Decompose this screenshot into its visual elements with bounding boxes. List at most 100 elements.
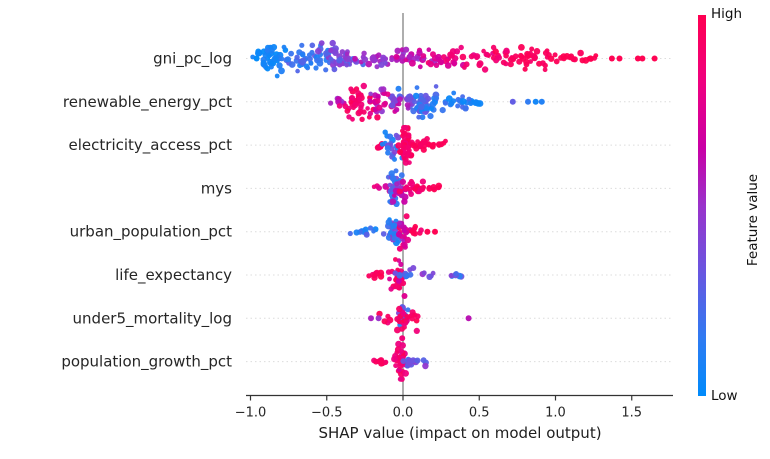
point xyxy=(368,91,373,97)
point xyxy=(445,95,453,102)
point xyxy=(519,55,527,62)
point xyxy=(403,46,410,53)
point xyxy=(540,60,546,66)
point xyxy=(458,44,464,51)
colorbar-title: Feature value xyxy=(745,173,761,267)
point xyxy=(363,231,370,238)
point xyxy=(388,286,394,292)
point xyxy=(401,144,406,150)
point xyxy=(388,170,395,177)
point xyxy=(306,52,313,58)
point xyxy=(424,106,430,112)
point xyxy=(348,86,354,92)
point xyxy=(352,55,358,62)
beeswarm-row-renewable_energy_pct xyxy=(328,82,545,123)
point xyxy=(391,231,398,238)
point xyxy=(400,358,407,364)
point xyxy=(500,59,507,66)
point xyxy=(374,64,380,70)
point xyxy=(468,53,475,60)
point xyxy=(336,57,343,64)
point xyxy=(404,314,411,320)
point xyxy=(281,44,287,50)
point xyxy=(387,276,392,282)
point xyxy=(267,53,272,59)
point xyxy=(427,60,434,68)
point xyxy=(533,48,541,55)
point xyxy=(401,130,408,138)
point xyxy=(518,44,525,51)
point xyxy=(399,178,406,185)
beeswarm-row-gni_pc_log xyxy=(250,39,658,79)
point xyxy=(360,82,367,90)
point xyxy=(524,50,531,58)
point xyxy=(349,95,355,101)
point xyxy=(384,145,391,152)
y-tick-label-electricity_access_pct: electricity_access_pct xyxy=(69,136,233,155)
point xyxy=(300,57,307,64)
colorbar-high-label: High xyxy=(711,6,743,22)
point xyxy=(295,68,300,74)
point xyxy=(433,95,440,101)
point xyxy=(548,55,555,62)
point xyxy=(396,305,403,313)
beeswarm-row-under5_mortality_log xyxy=(368,304,472,342)
point xyxy=(394,326,401,334)
point xyxy=(315,47,322,55)
point xyxy=(531,54,538,62)
colorbar-gradient xyxy=(698,15,706,396)
point xyxy=(408,191,414,198)
point xyxy=(427,113,434,120)
point xyxy=(382,129,388,135)
point xyxy=(402,159,410,166)
point xyxy=(448,52,455,59)
point xyxy=(393,132,399,138)
y-tick-label-under5_mortality_log: under5_mortality_log xyxy=(73,309,232,328)
point xyxy=(390,222,398,229)
point xyxy=(399,335,406,342)
point xyxy=(273,55,279,61)
point xyxy=(420,53,427,59)
point xyxy=(389,198,397,205)
point xyxy=(414,85,420,90)
point xyxy=(412,186,418,192)
y-tick-label-mys: mys xyxy=(201,179,232,197)
beeswarm-row-electricity_access_pct xyxy=(374,124,448,166)
point xyxy=(468,100,474,106)
point xyxy=(361,56,369,63)
point xyxy=(328,47,334,53)
point xyxy=(407,186,413,192)
point xyxy=(353,229,360,236)
point xyxy=(365,60,373,68)
point xyxy=(403,318,409,324)
point xyxy=(429,100,437,108)
point xyxy=(512,53,519,60)
point xyxy=(393,168,399,174)
point xyxy=(374,114,381,121)
point xyxy=(276,62,283,69)
point xyxy=(274,73,280,79)
point xyxy=(552,52,558,58)
point xyxy=(542,50,549,56)
point xyxy=(406,53,413,60)
point xyxy=(401,135,407,141)
point xyxy=(421,270,427,276)
point xyxy=(444,62,452,69)
point xyxy=(396,188,403,195)
point xyxy=(412,99,417,105)
x-tick-label: 1.5 xyxy=(621,406,642,421)
point xyxy=(371,229,376,234)
point xyxy=(418,103,425,111)
point xyxy=(393,363,399,369)
point xyxy=(451,60,458,67)
point xyxy=(419,114,426,121)
point xyxy=(442,100,448,106)
point xyxy=(476,61,483,69)
point xyxy=(253,55,260,62)
point xyxy=(361,50,367,56)
point xyxy=(493,57,500,64)
point xyxy=(344,108,351,114)
point xyxy=(260,59,267,66)
